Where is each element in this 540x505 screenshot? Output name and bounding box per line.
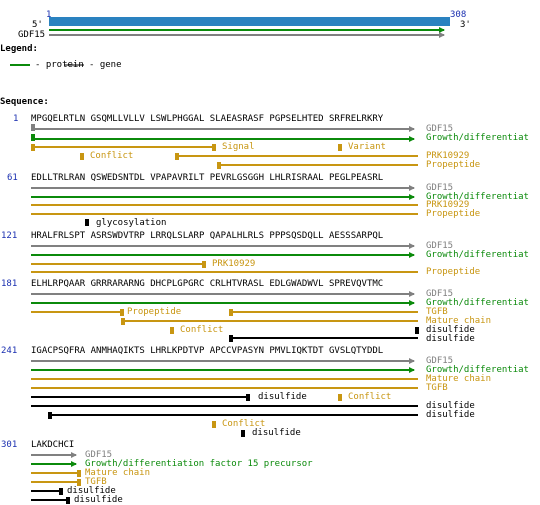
feature-label-growth[interactable]: Growth/differentiat bbox=[426, 298, 529, 308]
feature-label-gdf15[interactable]: GDF15 bbox=[426, 289, 454, 299]
overview-five-prime: 5' bbox=[32, 20, 43, 30]
track-disulfide-start bbox=[415, 327, 419, 334]
track-disulfide-end bbox=[59, 488, 63, 495]
feature-label-propeptide[interactable]: Propeptide bbox=[426, 160, 481, 170]
seq-residues: IGACPSQFRA ANMHAQIKTS LHRLKPDTVP APCCVPA… bbox=[31, 346, 384, 356]
feature-label-growth[interactable]: Growth/differentiat bbox=[426, 365, 529, 375]
track-mature-chain-start bbox=[121, 318, 125, 325]
feature-label-propeptide[interactable]: Propeptide bbox=[426, 209, 481, 219]
feature-label-variant[interactable]: Variant bbox=[348, 142, 386, 152]
overview-start-label: 1 bbox=[46, 10, 52, 20]
feature-label-conflict[interactable]: Conflict bbox=[90, 151, 134, 161]
track-prk10929-end bbox=[202, 261, 206, 268]
feature-label-gdf15[interactable]: GDF15 bbox=[85, 450, 113, 460]
feature-label-growth[interactable]: Growth/differentiat bbox=[426, 133, 529, 143]
seq-residues: EDLLTRLRAN QSWEDSNTDL VPAPAVRILT PEVRLGS… bbox=[31, 173, 384, 183]
feature-label-tgfb[interactable]: TGFB bbox=[85, 477, 107, 487]
feature-label-conflict[interactable]: Conflict bbox=[348, 392, 392, 402]
overview-gene-label: GDF15 bbox=[18, 30, 46, 40]
seq-position: 181 bbox=[1, 279, 18, 289]
overview-scale-bar bbox=[49, 17, 450, 26]
legend-title: Legend: bbox=[0, 44, 38, 54]
track-conflict bbox=[170, 327, 174, 334]
feature-label-gdf15[interactable]: GDF15 bbox=[426, 183, 454, 193]
feature-label-disulfide[interactable]: disulfide bbox=[426, 325, 475, 335]
feature-label-disulfide[interactable]: disulfide bbox=[426, 334, 475, 344]
feature-label-tgfb[interactable]: TGFB bbox=[426, 307, 448, 317]
track-disulfide-end bbox=[246, 394, 250, 401]
seq-residues: ELHLRPQAAR GRRRARARNG DHCPLGPGRC CRLHTVR… bbox=[31, 279, 384, 289]
seq-position: 61 bbox=[7, 173, 18, 183]
track-propeptide-start bbox=[217, 162, 221, 169]
track-disulfide-start bbox=[48, 412, 52, 419]
feature-label-gdf15[interactable]: GDF15 bbox=[426, 241, 454, 251]
seq-position: 241 bbox=[1, 346, 18, 356]
track-conflict bbox=[212, 421, 216, 428]
overview-end-label: 308 bbox=[450, 10, 467, 20]
feature-label-growth[interactable]: Growth/differentiat bbox=[426, 192, 529, 202]
seq-position: 1 bbox=[13, 114, 19, 124]
seq-residues: LAKDCHCI bbox=[31, 440, 75, 450]
track-gene-start bbox=[31, 124, 35, 131]
track-signal-end bbox=[212, 144, 216, 151]
track-propeptide-end bbox=[120, 309, 124, 316]
seq-position: 121 bbox=[1, 231, 18, 241]
track-disulfide bbox=[241, 430, 245, 437]
feature-label-prk10929[interactable]: PRK10929 bbox=[212, 259, 256, 269]
feature-label-prk10929[interactable]: PRK10929 bbox=[426, 200, 470, 210]
seq-residues: HRALFRLSPT ASRSWDVTRP LRRQLSLARP QAPALHL… bbox=[31, 231, 384, 241]
feature-label-growth[interactable]: Growth/differentiation factor 15 precurs… bbox=[85, 459, 313, 469]
feature-label-signal[interactable]: Signal bbox=[222, 142, 255, 152]
track-disulfide-end bbox=[66, 497, 70, 504]
feature-label-propeptide[interactable]: Propeptide bbox=[426, 267, 481, 277]
track-conflict bbox=[338, 394, 342, 401]
feature-label-disulfide[interactable]: disulfide bbox=[67, 486, 116, 496]
feature-label-disulfide[interactable]: disulfide bbox=[426, 401, 475, 411]
seq-residues: MPGQELRTLN GSQMLLVLLV LSWLPHGGAL SLAEASR… bbox=[31, 114, 384, 124]
feature-label-mature-chain[interactable]: Mature chain bbox=[426, 316, 492, 326]
feature-label-propeptide[interactable]: Propeptide bbox=[127, 307, 182, 317]
feature-label-gdf15[interactable]: GDF15 bbox=[426, 356, 454, 366]
track-variant bbox=[338, 144, 342, 151]
feature-label-disulfide[interactable]: disulfide bbox=[252, 428, 301, 438]
legend-gene-label: - gene bbox=[89, 60, 122, 70]
legend-protein-label: - protein bbox=[35, 60, 84, 70]
track-tgfb-end bbox=[77, 479, 81, 486]
seq-position: 301 bbox=[1, 440, 18, 450]
feature-label-disulfide[interactable]: disulfide bbox=[258, 392, 307, 402]
feature-label-disulfide[interactable]: disulfide bbox=[426, 410, 475, 420]
feature-label-conflict[interactable]: Conflict bbox=[222, 419, 266, 429]
track-prk10929-start bbox=[175, 153, 179, 160]
track-signal-start bbox=[31, 144, 35, 151]
track-mature-chain-end bbox=[77, 470, 81, 477]
feature-label-conflict[interactable]: Conflict bbox=[180, 325, 224, 335]
feature-label-tgfb[interactable]: TGFB bbox=[426, 383, 448, 393]
track-tgfb-start bbox=[229, 309, 233, 316]
feature-label-gdf15[interactable]: GDF15 bbox=[426, 124, 454, 134]
sequence-title: Sequence: bbox=[0, 97, 49, 107]
feature-label-glycosylation[interactable]: glycosylation bbox=[96, 218, 167, 228]
track-conflict bbox=[80, 153, 84, 160]
overview-three-prime: 3' bbox=[460, 20, 471, 30]
feature-label-mature-chain[interactable]: Mature chain bbox=[426, 374, 492, 384]
feature-label-growth[interactable]: Growth/differentiat bbox=[426, 250, 529, 260]
track-disulfide-start bbox=[229, 335, 233, 342]
track-glycosylation bbox=[85, 219, 89, 226]
feature-label-disulfide[interactable]: disulfide bbox=[74, 495, 123, 505]
feature-label-mature-chain[interactable]: Mature chain bbox=[85, 468, 151, 478]
feature-label-prk10929[interactable]: PRK10929 bbox=[426, 151, 470, 161]
track-protein-start bbox=[31, 134, 35, 141]
